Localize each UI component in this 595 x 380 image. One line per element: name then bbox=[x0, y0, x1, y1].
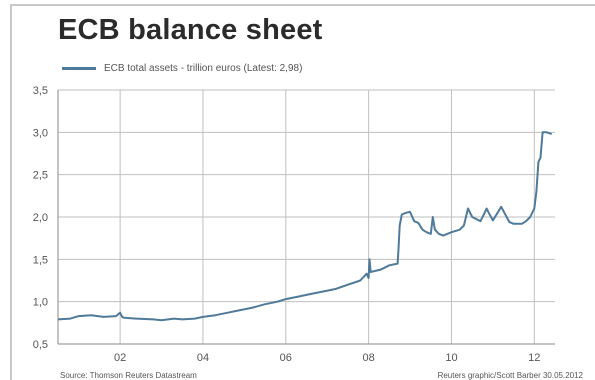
legend-swatch bbox=[62, 67, 96, 70]
x-tick-label: 10 bbox=[445, 352, 457, 364]
x-tick-label: 08 bbox=[363, 352, 375, 364]
legend: ECB total assets - trillion euros (Lates… bbox=[62, 63, 302, 74]
y-tick-label: 2,5 bbox=[33, 170, 48, 182]
y-tick-label: 2,0 bbox=[33, 212, 48, 224]
y-tick-label: 0,5 bbox=[33, 339, 48, 351]
credit-note: Reuters graphic/Scott Barber 30.05.2012 bbox=[437, 371, 583, 380]
chart-title: ECB balance sheet bbox=[58, 14, 323, 46]
legend-label: ECB total assets - trillion euros (Lates… bbox=[104, 63, 303, 74]
x-tick-label: 04 bbox=[197, 352, 209, 364]
frame-left-border bbox=[10, 4, 12, 380]
series-line bbox=[57, 131, 553, 322]
y-tick-label: 3,5 bbox=[33, 85, 48, 97]
frame-top-border bbox=[10, 4, 595, 6]
x-tick-label: 06 bbox=[280, 352, 292, 364]
y-tick-label: 3,0 bbox=[33, 127, 48, 139]
x-tick-label: 02 bbox=[114, 352, 126, 364]
x-tick-label: 12 bbox=[528, 352, 540, 364]
y-tick-label: 1,5 bbox=[33, 254, 48, 266]
source-note: Source: Thomson Reuters Datastream bbox=[60, 371, 197, 380]
y-tick-label: 1,0 bbox=[33, 297, 48, 309]
